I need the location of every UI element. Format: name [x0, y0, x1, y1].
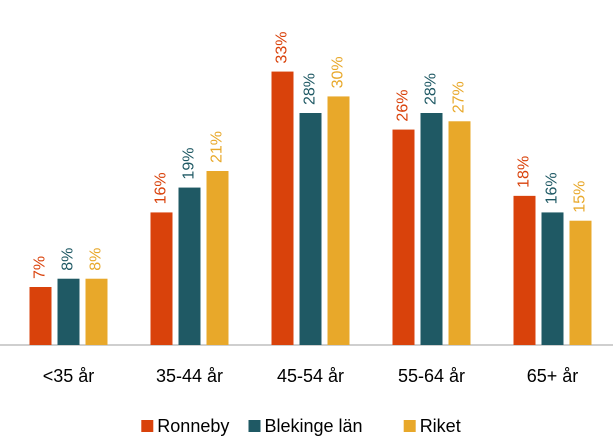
data-label: 28%	[423, 73, 440, 105]
legend-swatch	[248, 420, 261, 432]
legend-label: Riket	[420, 416, 461, 436]
bar	[150, 212, 173, 345]
bar	[85, 278, 108, 345]
data-label: 8%	[88, 248, 105, 271]
x-tick-label: <35 år	[43, 366, 95, 386]
bar	[299, 113, 322, 345]
bar	[420, 113, 443, 345]
bar	[206, 171, 229, 345]
legend-label: Ronneby	[157, 416, 229, 436]
x-tick-label: 55-64 år	[398, 366, 465, 386]
data-label: 16%	[153, 172, 170, 204]
legend-swatch	[141, 420, 154, 432]
x-tick-label: 65+ år	[527, 366, 579, 386]
data-label: 28%	[302, 73, 319, 105]
bar	[57, 278, 80, 345]
bar	[327, 96, 350, 345]
data-label: 16%	[544, 172, 561, 204]
data-label: 19%	[181, 148, 198, 180]
bar	[448, 121, 471, 346]
data-label: 33%	[274, 32, 291, 64]
data-label: 30%	[330, 56, 347, 88]
bar	[29, 287, 52, 345]
legend-swatch	[403, 420, 416, 432]
bar	[178, 187, 201, 345]
bar	[392, 129, 415, 345]
x-tick-label: 45-54 år	[277, 366, 344, 386]
bar	[569, 220, 592, 345]
data-label: 8%	[60, 248, 77, 271]
x-tick-label: 35-44 år	[156, 366, 223, 386]
data-label: 21%	[209, 131, 226, 163]
data-label: 7%	[32, 256, 49, 279]
bar	[513, 195, 536, 345]
data-label: 15%	[572, 181, 589, 213]
data-label: 27%	[451, 81, 468, 113]
bar	[541, 212, 564, 345]
legend-label: Blekinge län	[265, 416, 363, 436]
data-label: 26%	[395, 90, 412, 122]
bar	[271, 71, 294, 346]
data-label: 18%	[516, 156, 533, 188]
